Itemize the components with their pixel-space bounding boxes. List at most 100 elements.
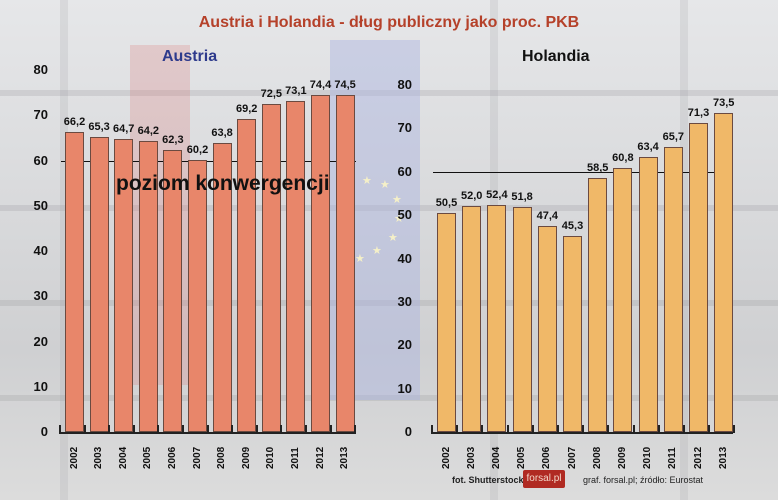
x-tick-label: 2007	[191, 446, 203, 469]
bar-2009[interactable]	[613, 168, 633, 432]
x-tick	[255, 425, 258, 433]
bar-2010[interactable]	[261, 103, 281, 432]
x-tick	[280, 425, 283, 433]
bar-2008[interactable]	[588, 178, 608, 432]
x-tick-label: 2002	[68, 446, 80, 469]
x-tick	[557, 425, 559, 433]
value-label: 60,2	[186, 143, 209, 156]
x-tick-label: 2003	[465, 446, 477, 469]
x-tick	[683, 425, 685, 433]
x-tick-label: 2011	[289, 447, 301, 469]
value-label: 74,4	[309, 79, 332, 92]
y-tick-label: 60	[33, 152, 48, 168]
source-note: graf. forsal.pl; źródło: Eurostat	[583, 475, 704, 485]
bar-2012[interactable]	[311, 95, 330, 432]
forsal-logo[interactable]: forsal.pl	[523, 470, 565, 488]
x-tick	[582, 425, 585, 433]
bar-2005[interactable]	[512, 207, 532, 432]
value-label: 52,4	[486, 188, 508, 201]
y-tick-label: 60	[397, 163, 412, 179]
x-tick	[607, 425, 610, 433]
x-tick-label: 2009	[240, 446, 252, 469]
bg-beam	[0, 205, 778, 211]
bar-2009[interactable]	[237, 118, 257, 432]
value-label: 63,4	[637, 141, 659, 153]
x-tick-label: 2013	[717, 446, 729, 469]
value-label: 52,0	[460, 190, 483, 203]
x-axis	[59, 432, 356, 434]
bar-2007[interactable]	[563, 235, 582, 432]
value-label: 69,2	[235, 102, 258, 115]
value-label: 64,2	[137, 125, 159, 138]
bar-2003[interactable]	[89, 136, 109, 432]
bar-2011[interactable]	[286, 101, 306, 432]
eu-star-icon: ★	[355, 253, 365, 265]
bar-2002[interactable]	[65, 132, 84, 432]
bar-2003[interactable]	[462, 206, 482, 432]
value-label: 73,5	[712, 97, 735, 110]
x-tick-label: 2003	[93, 446, 105, 469]
x-tick	[431, 425, 433, 433]
bar-2011[interactable]	[663, 147, 683, 432]
y-tick-label: 20	[33, 333, 48, 349]
value-label: 47,4	[536, 210, 558, 223]
eu-star-icon: ★	[372, 245, 382, 257]
x-tick	[456, 425, 459, 433]
holandia-subtitle: Holandia	[522, 48, 590, 65]
convergence-label: poziom konwergencji	[116, 172, 330, 195]
y-tick-label: 30	[397, 293, 412, 309]
y-tick-label: 80	[33, 62, 48, 77]
x-tick	[83, 425, 86, 433]
x-tick-label: 2005	[516, 446, 528, 469]
x-tick	[506, 425, 509, 433]
x-tick	[708, 425, 711, 433]
x-tick	[632, 425, 635, 433]
bar-2013[interactable]	[335, 94, 355, 432]
bar-2006[interactable]	[537, 226, 557, 432]
x-tick	[481, 425, 484, 433]
bar-2012[interactable]	[689, 122, 708, 432]
y-tick-label: 70	[33, 107, 48, 123]
eu-star-icon: ★	[380, 179, 390, 191]
value-label: 58,5	[586, 162, 609, 175]
bar-2004[interactable]	[487, 204, 507, 432]
x-tick	[132, 425, 135, 433]
x-tick-label: 2012	[692, 446, 704, 469]
value-label: 73,1	[285, 85, 307, 98]
bar-2004[interactable]	[114, 139, 134, 432]
value-label: 71,3	[687, 106, 710, 119]
bar-2006[interactable]	[163, 150, 183, 432]
bar-2005[interactable]	[138, 141, 158, 432]
bar-2008[interactable]	[212, 143, 232, 432]
bar-2007[interactable]	[188, 159, 207, 432]
bar-2013[interactable]	[714, 113, 734, 432]
bar-2010[interactable]	[638, 157, 658, 432]
x-tick-label: 2005	[142, 446, 154, 469]
eu-star-icon: ★	[362, 175, 372, 187]
x-tick	[305, 425, 307, 433]
x-tick-label: 2010	[642, 446, 654, 469]
bg-beam	[0, 300, 778, 306]
value-label: 65,3	[88, 120, 110, 133]
y-tick-label: 40	[397, 250, 412, 266]
x-tick	[231, 425, 234, 433]
y-tick-label: 30	[33, 288, 48, 304]
value-label: 72,5	[260, 87, 282, 100]
x-tick	[59, 425, 61, 433]
photo-credit: fot. Shutterstock	[452, 475, 524, 485]
x-tick-label: 2013	[339, 446, 351, 469]
x-tick-label: 2007	[566, 446, 578, 469]
bar-2002[interactable]	[437, 212, 456, 432]
x-tick-label: 2006	[541, 446, 553, 469]
value-label: 62,3	[162, 134, 184, 147]
y-tick-label: 20	[397, 337, 412, 353]
y-tick-label: 70	[397, 120, 412, 136]
x-tick-label: 2004	[490, 446, 502, 469]
x-tick	[157, 425, 160, 433]
y-tick-label: 50	[397, 207, 412, 223]
x-tick-label: 2006	[166, 446, 178, 469]
x-tick-label: 2012	[314, 446, 326, 469]
x-axis	[431, 432, 733, 434]
value-label: 64,7	[112, 123, 135, 136]
bg-pillar	[60, 0, 68, 500]
